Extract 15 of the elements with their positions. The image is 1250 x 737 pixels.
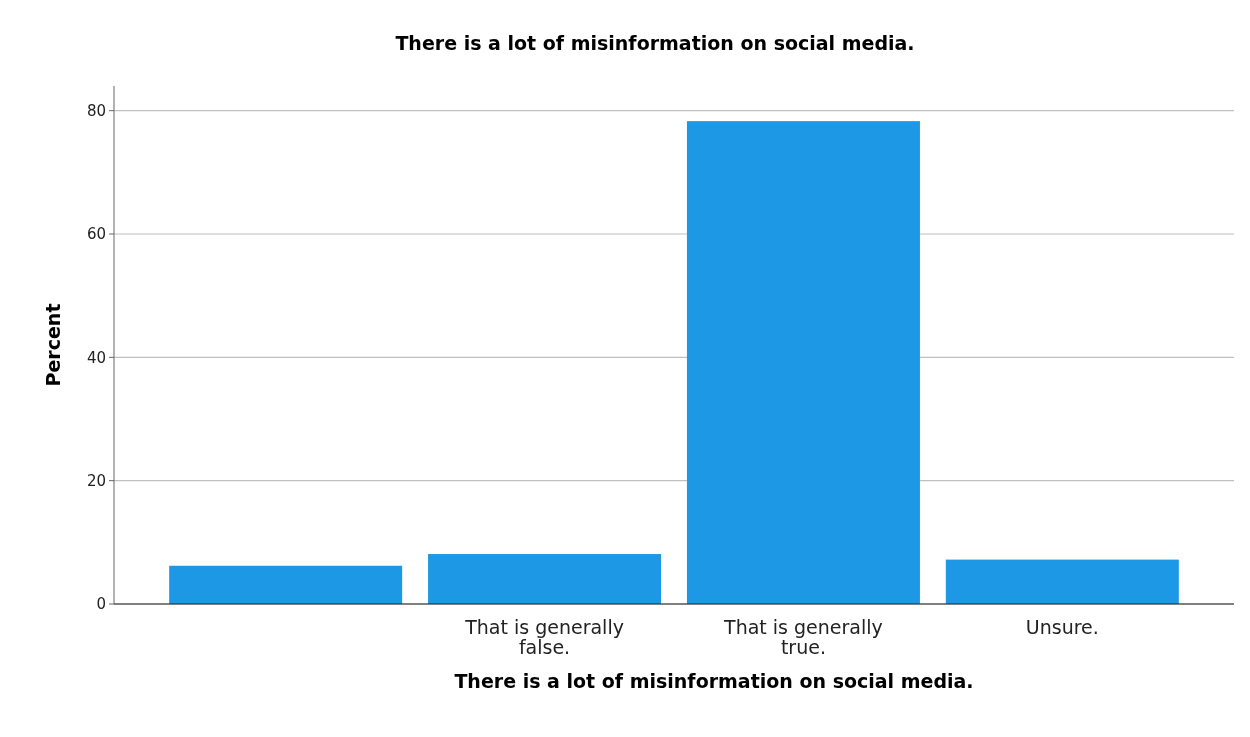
y-tick-label: 20 [86,471,106,490]
chart-title: There is a lot of misinformation on social media. [395,32,915,54]
y-axis-title: Percent [42,303,64,387]
y-tick-label: 40 [86,348,106,367]
y-tick-label: 0 [96,595,106,614]
y-tick-label: 80 [86,101,106,120]
bar [945,559,1179,604]
bar [428,554,662,604]
x-tick-label: That is generally true. [723,616,883,658]
bar [686,121,920,604]
x-tick-label: Unsure. [1025,616,1099,638]
y-tick-label: 60 [86,225,106,244]
x-tick-label: That is generally false. [464,616,624,658]
bar [169,565,403,604]
x-axis-title: There is a lot of misinformation on social media. [454,670,974,692]
